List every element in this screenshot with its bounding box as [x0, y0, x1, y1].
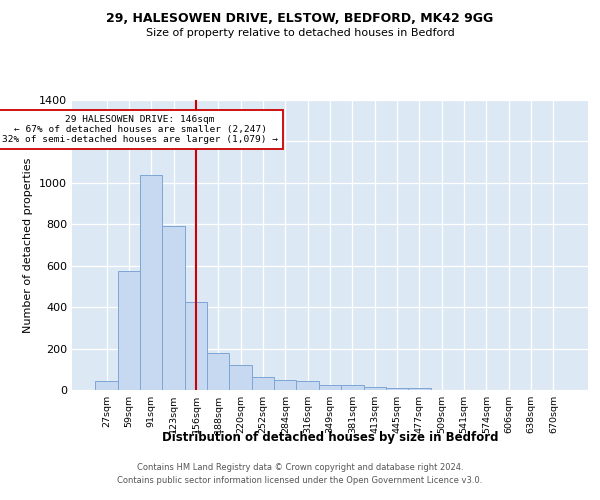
Bar — [319, 385, 341, 390]
Text: Size of property relative to detached houses in Bedford: Size of property relative to detached ho… — [146, 28, 454, 38]
Bar — [252, 376, 274, 390]
Bar — [408, 388, 431, 390]
Bar — [207, 352, 229, 390]
Text: Contains HM Land Registry data © Crown copyright and database right 2024.: Contains HM Land Registry data © Crown c… — [137, 464, 463, 472]
Bar — [364, 387, 386, 390]
Text: 29 HALESOWEN DRIVE: 146sqm
← 67% of detached houses are smaller (2,247)
32% of s: 29 HALESOWEN DRIVE: 146sqm ← 67% of deta… — [2, 114, 278, 144]
Bar — [229, 364, 252, 390]
Bar — [341, 386, 364, 390]
Bar — [274, 380, 296, 390]
Y-axis label: Number of detached properties: Number of detached properties — [23, 158, 34, 332]
Text: Distribution of detached houses by size in Bedford: Distribution of detached houses by size … — [162, 431, 498, 444]
Bar — [163, 226, 185, 390]
Bar — [118, 271, 140, 390]
Bar — [140, 174, 163, 390]
Text: 29, HALESOWEN DRIVE, ELSTOW, BEDFORD, MK42 9GG: 29, HALESOWEN DRIVE, ELSTOW, BEDFORD, MK… — [106, 12, 494, 26]
Bar — [386, 388, 408, 390]
Text: Contains public sector information licensed under the Open Government Licence v3: Contains public sector information licen… — [118, 476, 482, 485]
Bar — [95, 380, 118, 390]
Bar — [185, 302, 207, 390]
Bar — [296, 382, 319, 390]
